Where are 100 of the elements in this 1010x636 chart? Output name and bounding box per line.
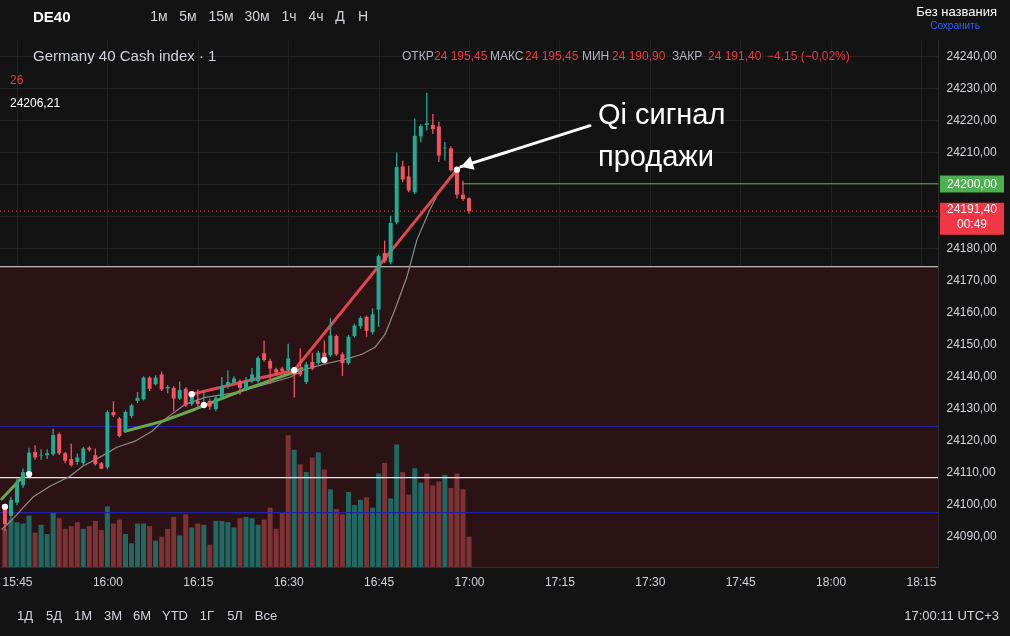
- text: 6М: [132, 608, 152, 623]
- ref-line-label: 24191,40 00:49: [946, 202, 998, 232]
- x-tick-label: 17:30: [635, 574, 666, 589]
- candlestick: [268, 358, 273, 384]
- candlestick: [51, 428, 56, 456]
- bar: [195, 523, 201, 567]
- text: YTD: [162, 608, 188, 623]
- annotation: Qi сигнал продажи: [597, 97, 726, 172]
- bar: [382, 462, 388, 567]
- bar: [207, 544, 213, 567]
- candlestick: [424, 92, 429, 131]
- annotation: 24206,21: [10, 96, 61, 110]
- y-tick-label: 24220,00: [946, 113, 997, 128]
- annotation: 24 195,45: [525, 49, 579, 63]
- y-tick-label: 24110,00: [946, 464, 996, 479]
- text: 24200,00: [946, 177, 998, 191]
- candlestick: [15, 478, 19, 506]
- candlestick: [340, 352, 345, 377]
- x-tick-label: 16:30: [273, 574, 305, 589]
- bar: [153, 540, 159, 567]
- candlestick: [21, 468, 26, 489]
- y-tick-label: 24170,00: [946, 273, 997, 288]
- candlestick: [262, 340, 267, 362]
- candlestick: [141, 376, 146, 401]
- text: 15м: [208, 8, 234, 24]
- candlestick: [8, 496, 13, 520]
- candlestick: [123, 410, 128, 433]
- annotation: 26: [10, 73, 24, 87]
- line-series: [123, 366, 304, 433]
- text: 1м: [150, 8, 168, 24]
- candlestick: [171, 386, 176, 412]
- bar: [80, 528, 86, 567]
- candlestick: [219, 376, 224, 400]
- annotation: МАКС: [490, 49, 524, 63]
- candlestick: [328, 318, 333, 357]
- y-tick-label: 24230,00: [946, 81, 997, 96]
- bar: [442, 474, 448, 567]
- chart-title: Germany 40 Cash index · 1: [33, 47, 217, 64]
- text: Без названия: [916, 4, 997, 19]
- y-tick-label: 24240,00: [946, 49, 997, 64]
- text: 3М: [103, 608, 123, 623]
- bar: [177, 535, 183, 567]
- candlestick: [57, 432, 62, 455]
- y-tick-label: 24130,00: [946, 400, 997, 415]
- point: [188, 391, 195, 398]
- bar: [2, 528, 8, 567]
- point: [200, 401, 207, 409]
- text: 5Д: [45, 608, 63, 623]
- y-tick-label: 24180,00: [946, 241, 997, 256]
- x-tick-label: 17:00: [454, 574, 485, 589]
- candlestick: [448, 146, 453, 172]
- y-tick-label: 24140,00: [946, 368, 997, 383]
- annotation: 24 195,45: [434, 49, 488, 63]
- bar: [309, 457, 315, 567]
- candlestick: [256, 356, 261, 383]
- bar: [104, 506, 110, 567]
- bar: [297, 464, 303, 567]
- text: Н: [357, 8, 369, 24]
- candlestick: [364, 315, 369, 337]
- x-tick-label: 16:00: [92, 574, 124, 589]
- annotation: −4,15 (−0,02%): [767, 49, 850, 63]
- bar: [315, 452, 321, 567]
- bar: [364, 497, 370, 567]
- bar: [291, 449, 297, 567]
- bar: [237, 518, 243, 567]
- bar: [201, 524, 207, 567]
- annotation: МИН: [582, 49, 610, 63]
- bar: [303, 472, 309, 567]
- text: DE40: [33, 8, 71, 25]
- annotation: ОТКР: [402, 49, 434, 63]
- y-tick-label: 24210,00: [946, 145, 997, 160]
- bar: [321, 469, 327, 567]
- x-tick-label: 16:45: [364, 574, 395, 589]
- annotation: ЗАКР: [672, 49, 703, 63]
- x-tick-label: 17:15: [544, 574, 576, 589]
- annotation: 24 191,40: [708, 49, 762, 63]
- annotation: 24 190,90: [612, 49, 666, 63]
- text: Все: [254, 608, 278, 623]
- text: 1М: [73, 608, 93, 623]
- candlestick: [39, 449, 44, 460]
- x-tick-label: 16:15: [183, 574, 214, 589]
- x-tick-label: 15:45: [2, 574, 33, 589]
- bar: [183, 514, 189, 567]
- text: 30м: [244, 8, 270, 24]
- candlestick: [159, 371, 164, 392]
- candlestick: [117, 416, 122, 438]
- x-tick-label: 18:00: [816, 574, 847, 589]
- candlestick: [45, 449, 50, 460]
- x-tick-label: 18:15: [906, 574, 937, 589]
- text: 4ч: [308, 8, 324, 24]
- bar: [466, 536, 472, 567]
- candlestick: [370, 308, 375, 335]
- point: [321, 356, 328, 364]
- candlestick: [334, 334, 339, 356]
- candlestick: [33, 445, 38, 460]
- candlestick: [430, 114, 435, 134]
- point: [453, 166, 461, 173]
- y-tick-label: 24090,00: [946, 528, 997, 543]
- point: [25, 470, 33, 478]
- candlestick: [231, 376, 236, 384]
